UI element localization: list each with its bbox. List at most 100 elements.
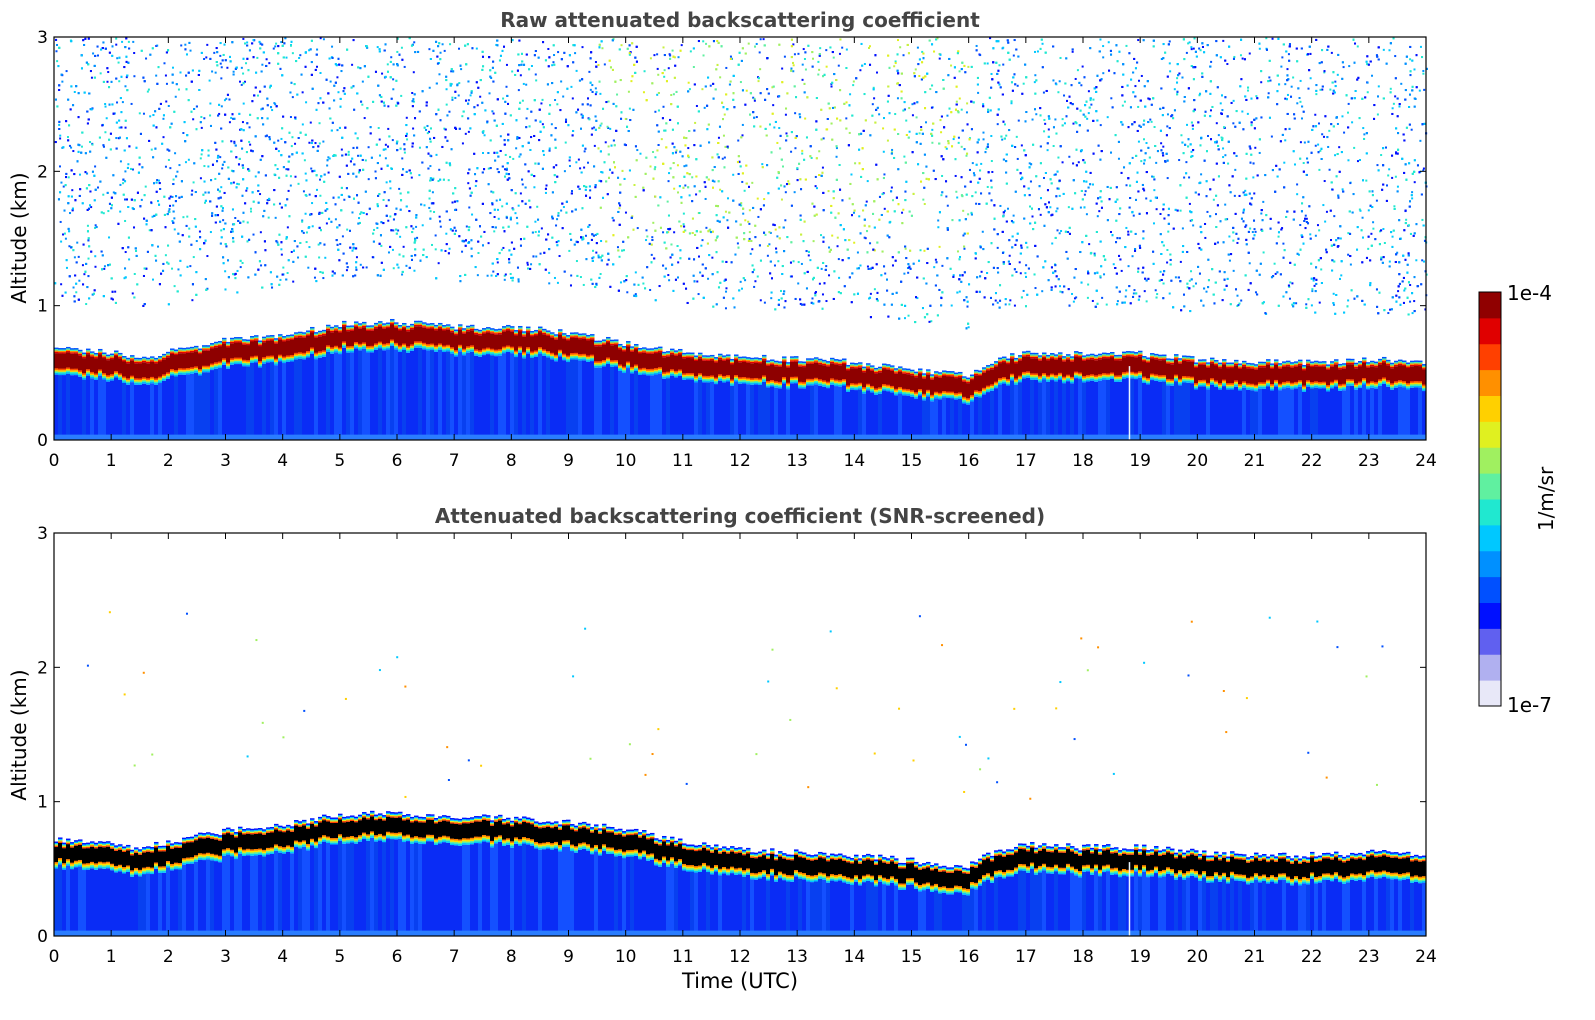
layer-top-edge	[726, 354, 731, 356]
noise-pixel	[1022, 289, 1025, 292]
cloud-layer-column	[1058, 357, 1063, 373]
noise-pixel	[1093, 252, 1096, 255]
layer-top-edge	[190, 350, 195, 353]
layer-top-edge	[98, 350, 103, 352]
layer-top-edge	[1302, 367, 1307, 370]
noise-pixel	[827, 190, 830, 193]
layer-top-edge	[282, 336, 287, 338]
surface-band-column	[578, 434, 583, 440]
transition-band	[534, 350, 539, 353]
cloud-layer-column	[370, 330, 375, 346]
noise-pixel	[744, 279, 747, 282]
transition-band	[1218, 384, 1223, 387]
cloud-layer-column	[718, 359, 723, 375]
bl-body-column	[546, 357, 551, 440]
layer-top-edge	[470, 327, 475, 329]
transition-band	[1246, 384, 1251, 387]
layer-top-edge	[1086, 357, 1091, 359]
noise-pixel	[1347, 111, 1350, 114]
surface-band-column	[478, 434, 483, 440]
layer-top-edge	[1122, 355, 1127, 358]
noise-pixel	[307, 266, 310, 269]
transition-band	[1302, 388, 1307, 391]
bl-body-column	[1270, 390, 1275, 440]
transition-band	[182, 368, 187, 371]
cloud-layer-column	[250, 341, 255, 357]
bl-body-column	[1178, 385, 1183, 440]
transition-band	[1246, 383, 1251, 386]
bl-body-column	[234, 364, 239, 440]
layer-top-edge	[70, 350, 75, 353]
noise-pixel	[273, 102, 276, 105]
layer-top-edge	[798, 361, 803, 363]
noise-pixel	[355, 256, 358, 259]
noise-pixel	[1351, 121, 1354, 124]
bl-body-column	[1062, 383, 1067, 440]
noise-pixel	[289, 175, 292, 178]
layer-top-edge	[542, 332, 547, 335]
layer-top-edge	[1346, 359, 1351, 362]
bl-body-column	[94, 379, 99, 440]
noise-pixel	[1322, 135, 1325, 138]
layer-top-edge	[1166, 359, 1171, 362]
transition-band	[182, 373, 187, 375]
noise-pixel	[365, 266, 368, 269]
cloud-layer-column	[302, 337, 307, 353]
layer-top-edge	[906, 369, 911, 372]
surface-band-column	[1374, 434, 1379, 440]
surface-band-column	[902, 434, 907, 440]
surface-band-column	[886, 434, 891, 440]
surface-band-column	[934, 434, 939, 440]
noise-pixel	[1240, 299, 1243, 302]
layer-top-edge	[1346, 358, 1351, 361]
cloud-layer-column	[1150, 358, 1155, 374]
noise-pixel	[1025, 264, 1028, 267]
bl-body-column	[1222, 386, 1227, 440]
surface-band-column	[522, 434, 527, 440]
noise-pixel	[1217, 134, 1220, 137]
transition-band	[542, 349, 547, 352]
surface-band-column	[342, 434, 347, 440]
layer-top-edge	[982, 371, 987, 373]
transition-band	[122, 379, 127, 382]
transition-band	[398, 350, 403, 353]
transition-band	[506, 346, 511, 349]
transition-band	[946, 396, 951, 399]
layer-top-edge	[74, 350, 79, 353]
transition-band	[730, 384, 735, 386]
noise-pixel	[140, 198, 143, 201]
bl-body-column	[1022, 378, 1027, 440]
layer-top-edge	[1054, 354, 1059, 356]
layer-top-edge	[362, 323, 367, 325]
transition-band	[118, 374, 123, 377]
transition-band	[190, 371, 195, 374]
transition-band	[486, 348, 491, 351]
noise-pixel	[318, 142, 321, 145]
layer-top-edge	[74, 349, 79, 351]
layer-top-edge	[346, 325, 351, 328]
transition-band	[650, 371, 655, 374]
layer-top-edge	[1338, 367, 1343, 370]
layer-top-edge	[1074, 355, 1079, 357]
transition-band	[738, 380, 743, 383]
layer-top-edge	[706, 356, 711, 359]
layer-top-edge	[1142, 358, 1147, 361]
layer-top-edge	[986, 366, 991, 368]
noise-pixel	[556, 103, 559, 106]
layer-top-edge	[370, 329, 375, 331]
layer-top-edge	[1378, 362, 1383, 365]
noise-pixel	[443, 127, 446, 130]
layer-top-edge	[338, 331, 343, 333]
transition-band	[1166, 380, 1171, 383]
transition-band	[166, 376, 171, 379]
layer-top-edge	[114, 351, 119, 354]
noise-pixel	[1336, 73, 1339, 76]
cloud-layer-column	[1142, 361, 1147, 377]
noise-pixel	[1356, 160, 1359, 163]
layer-top-edge	[1386, 359, 1391, 362]
transition-band	[306, 353, 311, 356]
bl-body-column	[1382, 383, 1387, 440]
layer-top-edge	[306, 330, 311, 332]
transition-band	[1406, 384, 1411, 387]
cloud-layer-column	[878, 372, 883, 388]
